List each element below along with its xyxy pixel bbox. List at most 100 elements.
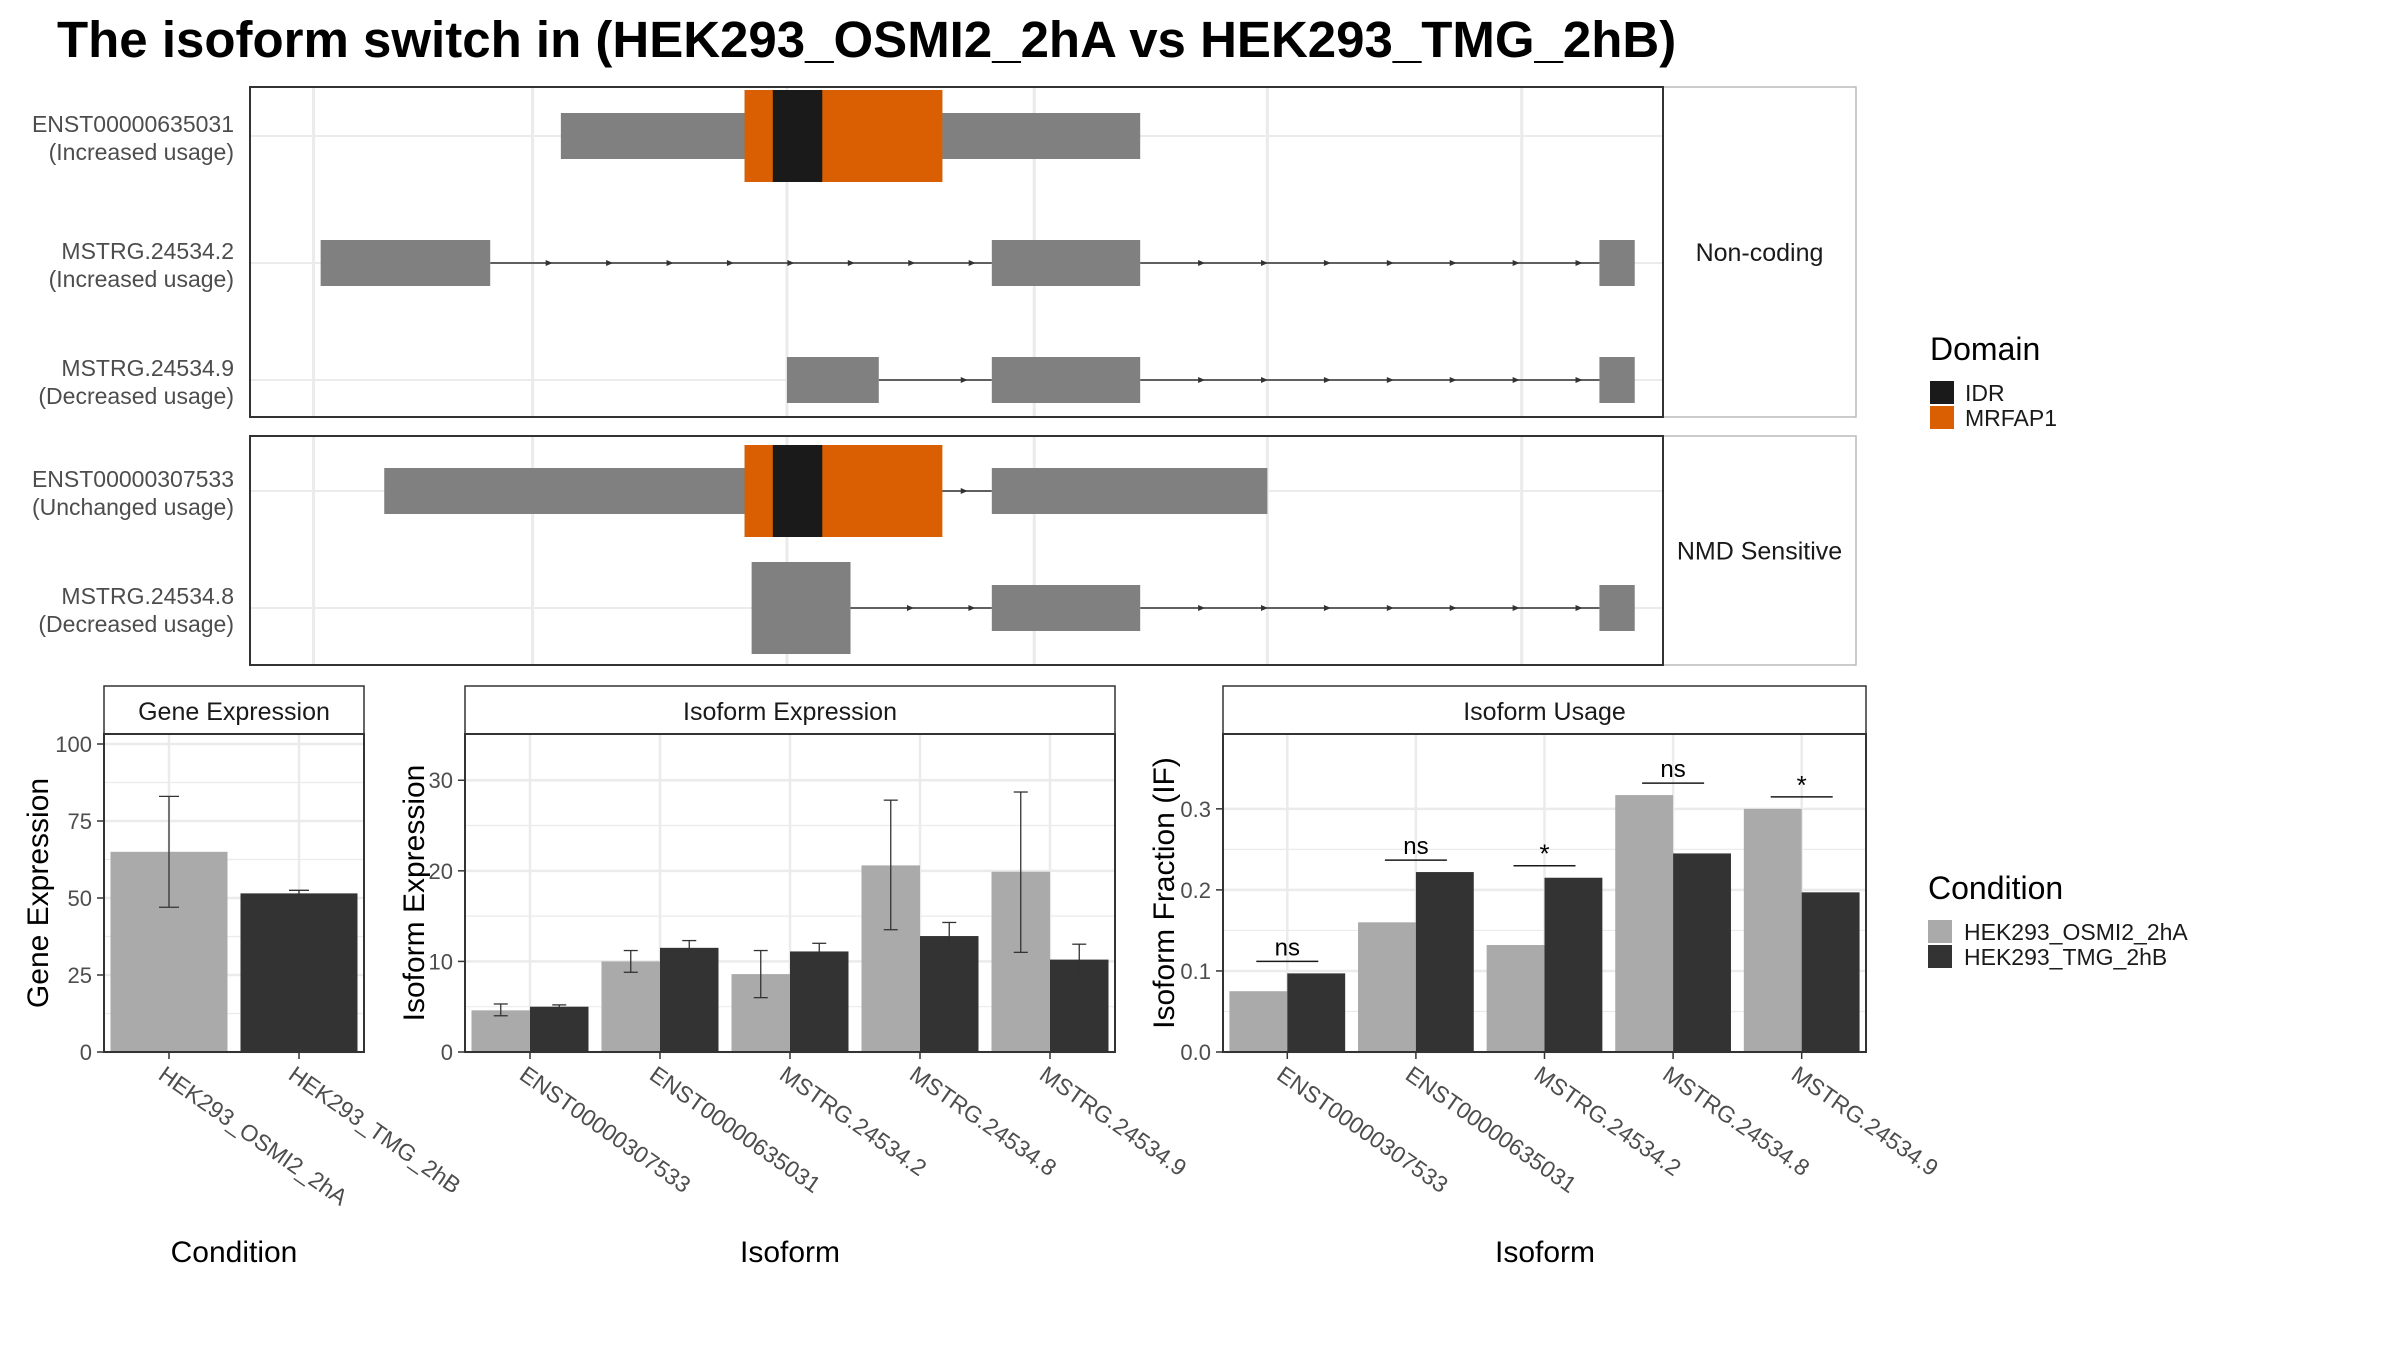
- bar-HEK293_OSMI2_2hA: [471, 1010, 530, 1052]
- group-label: Non-coding: [1696, 239, 1824, 267]
- chart-strip: [103, 685, 365, 735]
- domain-legend-label: IDR: [1965, 380, 2005, 406]
- condition-legend-key: [1928, 945, 1952, 968]
- significance-label: ns: [1660, 756, 1685, 783]
- bar-HEK293_TMG_2hB: [530, 1006, 589, 1052]
- condition-legend-key: [1928, 920, 1952, 943]
- bar-HEK293_TMG_2hB: [1415, 872, 1474, 1052]
- chart-title: Isoform Expression: [683, 698, 897, 726]
- intron-arrow: [1386, 605, 1394, 611]
- transcript-name: MSTRG.24534.8: [61, 583, 234, 609]
- intron-arrow: [1449, 377, 1457, 383]
- bar-HEK293_OSMI2_2hA: [1743, 808, 1802, 1052]
- intron-arrow: [1261, 605, 1269, 611]
- condition-legend-label: HEK293_OSMI2_2hA: [1964, 919, 2188, 945]
- group-strip: [1662, 435, 1857, 666]
- y-tick-label: 100: [55, 732, 92, 757]
- intron-arrow: [1198, 260, 1206, 266]
- transcript-usage: (Unchanged usage): [32, 494, 234, 520]
- utr-exon: [942, 113, 1141, 159]
- plot-border: [103, 733, 365, 1053]
- chart-title: Gene Expression: [138, 698, 330, 726]
- intron-arrow: [960, 488, 968, 494]
- utr-exon: [1599, 240, 1635, 286]
- figure-title: The isoform switch in (HEK293_OSMI2_2hA …: [57, 11, 1676, 68]
- intron-arrow: [1261, 260, 1269, 266]
- intron-arrow: [726, 260, 734, 266]
- significance-label: ns: [1275, 934, 1300, 961]
- x-axis-title: Condition: [171, 1236, 298, 1269]
- intron-arrow: [606, 260, 614, 266]
- y-tick-label: 0.1: [1180, 959, 1211, 984]
- transcript-name: MSTRG.24534.9: [61, 355, 234, 381]
- intron-arrow: [1512, 377, 1520, 383]
- intron-arrow: [1386, 260, 1394, 266]
- transcript-usage: (Decreased usage): [38, 383, 234, 409]
- intron-arrow: [1198, 377, 1206, 383]
- y-tick-label: 0.2: [1180, 878, 1211, 903]
- y-axis-title: Gene Expression: [22, 778, 55, 1008]
- intron-arrow: [1575, 377, 1583, 383]
- y-tick-label: 20: [429, 859, 453, 884]
- plot-border: [1222, 733, 1867, 1053]
- chart-2: Isoform Expression0102030ENST00000307533…: [398, 685, 1191, 1269]
- significance-label: *: [1797, 770, 1807, 800]
- intron-arrow: [545, 260, 553, 266]
- x-axis-title: Isoform: [1495, 1236, 1595, 1269]
- bar-HEK293_TMG_2hB: [1544, 877, 1603, 1052]
- utr-exon: [320, 240, 491, 286]
- panel-border: [249, 435, 1664, 666]
- intron-arrow: [1386, 377, 1394, 383]
- utr-exon: [991, 357, 1141, 403]
- bar-HEK293_TMG_2hB: [1801, 892, 1860, 1052]
- intron-arrow: [1261, 377, 1269, 383]
- bar-HEK293_OSMI2_2hA: [1486, 945, 1545, 1052]
- transcript-panel-2: NMD Sensitive ENST00000307533(Unchanged u…: [32, 435, 1857, 666]
- panel-border: [249, 86, 1664, 418]
- chart-strip: [1222, 685, 1867, 735]
- intron-arrow: [1512, 260, 1520, 266]
- significance-label: *: [1539, 839, 1549, 869]
- y-axis-title: Isoform Expression: [398, 765, 431, 1022]
- utr-exon: [560, 113, 745, 159]
- group-label: NMD Sensitive: [1677, 538, 1842, 566]
- intron-arrow: [1198, 605, 1206, 611]
- domain-IDR: [772, 90, 823, 182]
- group-strip: [1662, 86, 1857, 418]
- intron-arrow: [1449, 605, 1457, 611]
- y-tick-label: 50: [68, 886, 92, 911]
- condition-legend-label: HEK293_TMG_2hB: [1964, 944, 2167, 970]
- bar-HEK293_OSMI2_2hA: [601, 961, 660, 1052]
- utr-exon: [991, 585, 1141, 631]
- chart-3: Isoform Usage0.00.10.20.3ENST00000307533…: [1148, 685, 1943, 1269]
- bar-HEK293_TMG_2hB: [660, 947, 719, 1052]
- transcript-panel-1: Non-coding ENST00000635031(Increased usag…: [32, 86, 1857, 418]
- utr-exon: [1599, 585, 1635, 631]
- utr-exon: [991, 240, 1141, 286]
- x-axis-title: Isoform: [740, 1236, 840, 1269]
- transcript-name: ENST00000635031: [32, 111, 234, 137]
- y-tick-label: 25: [68, 963, 92, 988]
- utr-exon: [384, 468, 745, 514]
- bar-HEK293_TMG_2hB: [790, 951, 849, 1052]
- transcript-usage: (Increased usage): [49, 139, 234, 165]
- transcript-name: ENST00000307533: [32, 466, 234, 492]
- intron-arrow: [960, 377, 968, 383]
- domain-legend-key: [1930, 406, 1954, 429]
- utr-exon: [1599, 357, 1635, 403]
- cds-exon: [751, 562, 851, 654]
- chart-title: Isoform Usage: [1463, 698, 1626, 726]
- transcript-ENST00000635031: ENST00000635031(Increased usage): [32, 90, 1141, 182]
- utr-exon: [991, 468, 1268, 514]
- transcript-MSTRG.24534.8: MSTRG.24534.8(Decreased usage): [38, 562, 1635, 654]
- utr-exon: [786, 357, 879, 403]
- bar-HEK293_OSMI2_2hA: [1358, 922, 1416, 1052]
- domain-IDR: [772, 445, 823, 537]
- transcript-ENST00000307533: ENST00000307533(Unchanged usage): [32, 445, 1268, 537]
- transcript-MSTRG.24534.9: MSTRG.24534.9(Decreased usage): [38, 355, 1635, 409]
- transcript-name: MSTRG.24534.2: [61, 238, 234, 264]
- intron-arrow: [1449, 260, 1457, 266]
